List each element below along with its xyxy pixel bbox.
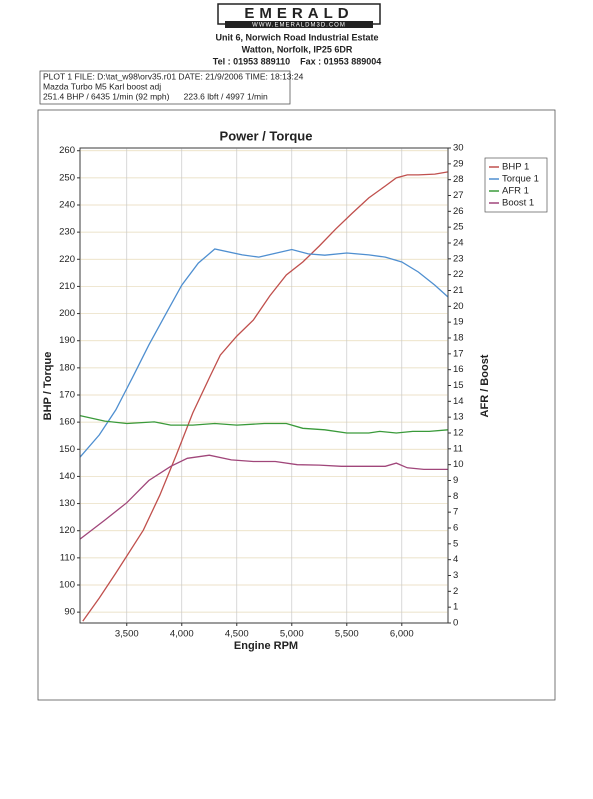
y2-tick-label: 21 — [453, 285, 464, 296]
plot-border — [79, 147, 449, 624]
y-tick-label: 100 — [59, 580, 75, 591]
x-axis-label: Engine RPM — [234, 640, 298, 652]
y-tick-label: 200 — [59, 308, 75, 319]
address: Unit 6, Norwich Road Industrial Estate — [215, 32, 378, 42]
x-tick-label: 3,500 — [115, 629, 139, 640]
y2-tick-label: 29 — [453, 158, 464, 169]
y2-tick-label: 4 — [453, 554, 458, 565]
y2-tick-label: 0 — [453, 618, 458, 629]
y2-tick-label: 11 — [453, 443, 463, 454]
y-axis-label: BHP / Torque — [42, 352, 54, 421]
y-tick-label: 240 — [59, 200, 75, 211]
y-tick-label: 260 — [59, 145, 75, 156]
website: WWW.EMERALDM3D.COM — [252, 23, 346, 29]
y2-tick-label: 27 — [453, 190, 464, 201]
y2-tick-label: 24 — [453, 238, 464, 249]
y2-tick-label: 5 — [453, 538, 458, 549]
y2-tick-label: 2 — [453, 586, 458, 597]
y2-tick-label: 26 — [453, 206, 464, 217]
y-tick-label: 180 — [59, 362, 75, 373]
y2-tick-label: 18 — [453, 333, 464, 344]
y2-tick-label: 12 — [453, 428, 464, 439]
info-box — [39, 70, 291, 105]
y2-tick-label: 6 — [453, 523, 458, 534]
x-tick-label: 4,500 — [225, 629, 249, 640]
y-tick-label: 140 — [59, 471, 75, 482]
y-tick-label: 160 — [59, 417, 75, 428]
info-line: PLOT 1 FILE: D:\tat_w98\orv35.r01 DATE: … — [43, 71, 304, 81]
y-tick-label: 120 — [59, 525, 75, 536]
info-line: Mazda Turbo M5 Karl boost adj — [43, 81, 161, 91]
x-tick-label: 4,000 — [170, 629, 194, 640]
info-line: 251.4 BHP / 6435 1/min (92 mph) 223.6 lb… — [43, 91, 268, 101]
y-tick-label: 210 — [59, 281, 75, 292]
y2-tick-label: 10 — [453, 459, 464, 470]
y2-tick-label: 9 — [453, 475, 458, 486]
x-tick-label: 6,000 — [390, 629, 414, 640]
y2-tick-label: 8 — [453, 491, 458, 502]
y-tick-label: 190 — [59, 335, 75, 346]
y2-tick-label: 3 — [453, 570, 458, 581]
y-tick-label: 90 — [64, 607, 75, 618]
website-bar — [225, 21, 373, 28]
y2-tick-label: 30 — [453, 143, 464, 154]
y2-tick-label: 13 — [453, 412, 464, 423]
y2-tick-label: 22 — [453, 269, 464, 280]
y-tick-label: 150 — [59, 444, 75, 455]
y2-tick-label: 7 — [453, 507, 458, 518]
legend-label: Boost 1 — [502, 198, 534, 209]
legend-label: AFR 1 — [502, 186, 529, 197]
y2-tick-label: 19 — [453, 317, 464, 328]
y-tick-label: 130 — [59, 498, 75, 509]
y2-tick-label: 17 — [453, 348, 464, 359]
y-tick-label: 250 — [59, 172, 75, 183]
contact: Tel : 01953 889110 Fax : 01953 889004 — [213, 56, 381, 66]
y2-tick-label: 25 — [453, 222, 464, 233]
plot-area — [79, 147, 449, 624]
x-tick-label: 5,500 — [335, 629, 359, 640]
y-tick-label: 220 — [59, 254, 75, 265]
series-line — [79, 414, 449, 434]
legend-label: Torque 1 — [502, 174, 539, 185]
chart-title: Power / Torque — [220, 128, 313, 143]
logo: EMERALD — [244, 5, 353, 22]
address: Watton, Norfolk, IP25 6DR — [242, 44, 353, 54]
y2-tick-label: 23 — [453, 253, 464, 264]
y2-tick-label: 20 — [453, 301, 464, 312]
y2-tick-label: 15 — [453, 380, 464, 391]
series-line — [79, 248, 449, 458]
y2-axis-label: AFR / Boost — [479, 354, 491, 417]
y-tick-label: 170 — [59, 390, 75, 401]
series-line — [79, 454, 448, 540]
y2-tick-label: 14 — [453, 396, 464, 407]
x-tick-label: 5,000 — [280, 629, 304, 640]
y-tick-label: 230 — [59, 227, 75, 238]
y-tick-label: 110 — [60, 552, 75, 563]
legend-label: BHP 1 — [502, 162, 529, 173]
series-line — [82, 171, 449, 622]
y2-tick-label: 16 — [453, 364, 464, 375]
y2-tick-label: 28 — [453, 174, 464, 185]
y2-tick-label: 1 — [453, 602, 458, 613]
